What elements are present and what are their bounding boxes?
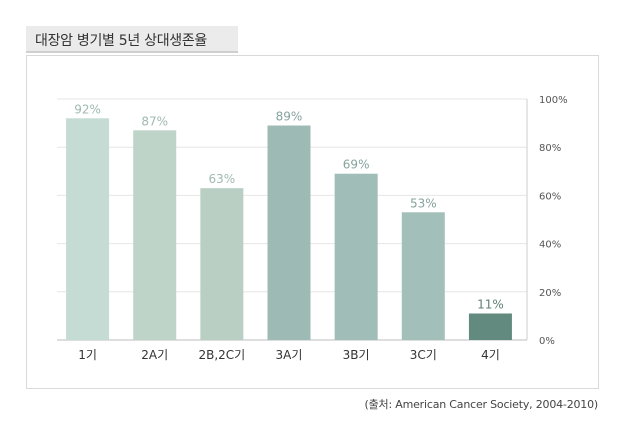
- chart-title: 대장암 병기별 5년 상대생존율: [35, 33, 208, 49]
- chart-title-tab: 대장암 병기별 5년 상대생존율: [26, 26, 238, 53]
- bar-chart: 0% 20% 40% 60% 80% 100% 92% 1기 87% 2A기 63% 2B,2C기 89…: [57, 95, 568, 362]
- y-tick-label: 40%: [539, 240, 561, 251]
- category-label: 3C기: [410, 348, 437, 362]
- data-label: 69%: [343, 158, 370, 172]
- bar: [267, 125, 311, 340]
- category-label: 1기: [78, 348, 97, 362]
- y-tick-label: 0%: [539, 336, 555, 347]
- data-label: 92%: [74, 102, 101, 116]
- bar: [401, 212, 445, 340]
- y-tick-label: 80%: [539, 143, 561, 154]
- data-label: 11%: [477, 297, 504, 311]
- category-label: 3A기: [276, 348, 303, 362]
- bar: [468, 313, 512, 340]
- category-label: 2A기: [141, 348, 168, 362]
- y-tick-label: 60%: [539, 191, 561, 202]
- source-note: (출처: American Cancer Society, 2004-2010): [364, 398, 599, 411]
- category-label: 2B,2C기: [198, 348, 245, 362]
- data-label: 53%: [410, 196, 437, 210]
- y-tick-label: 20%: [539, 288, 561, 299]
- data-label: 87%: [141, 114, 168, 128]
- chart-panel: 0% 20% 40% 60% 80% 100% 92% 1기 87% 2A기 63% 2B,2C기 89…: [26, 55, 599, 389]
- y-tick-label: 100%: [539, 95, 568, 106]
- category-label: 3B기: [343, 348, 370, 362]
- data-label: 89%: [276, 110, 303, 124]
- bar: [334, 173, 378, 340]
- bar: [66, 118, 110, 340]
- bar: [133, 130, 177, 340]
- data-label: 63%: [209, 172, 236, 186]
- bar: [200, 188, 244, 340]
- category-label: 4기: [481, 348, 500, 362]
